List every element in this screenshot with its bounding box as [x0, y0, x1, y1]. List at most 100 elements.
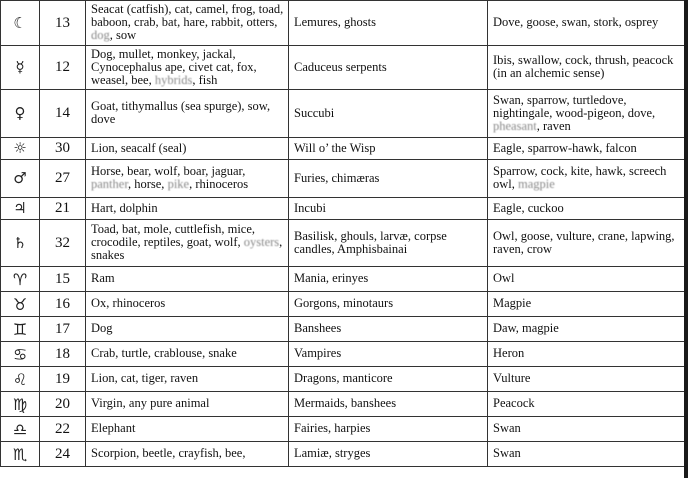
animals-text: Crab, turtle, crablouse, snake: [91, 346, 237, 360]
birds-text: Owl, goose, vulture, crane, lapwing, rav…: [493, 228, 675, 256]
animals-text: Elephant: [91, 421, 136, 435]
symbol-cell: ☾: [0, 0, 40, 46]
birds-text: Magpie: [493, 296, 532, 310]
table-row: ☿ 12 Dog, mullet, monkey, jackal, Cynoceph…: [0, 45, 685, 90]
beings-cell: Mania, erinyes: [288, 266, 488, 292]
birds-text: Heron: [493, 346, 525, 360]
table-row: ♀ 14 Goat, tithymallus (sea spurge), sow, …: [0, 89, 685, 138]
symbol-cell: ♊: [0, 316, 40, 342]
beings-cell: Furies, chimæras: [288, 159, 488, 198]
birds-cell: Eagle, sparrow-hawk, falcon: [487, 137, 685, 160]
beings-cell: Mermaids, banshees: [288, 391, 488, 417]
birds-text: Swan: [493, 446, 521, 460]
beings-cell: Caduceus serpents: [288, 45, 488, 90]
birds-text: Owl: [493, 271, 515, 285]
animals-cell: Ram: [85, 266, 289, 292]
birds-cell: Eagle, cuckoo: [487, 197, 685, 220]
faded-text: dog: [91, 28, 110, 42]
birds-cell: Daw, magpie: [487, 316, 685, 342]
table-row: ♏ 24 Scorpion, beetle, crayfish, bee, Lamiæ…: [0, 441, 685, 467]
beings-cell: Succubi: [288, 89, 488, 138]
birds-cell: Ibis, swallow, cock, thrush, peacock (in…: [487, 45, 685, 90]
animals-text: , horse,: [127, 177, 168, 191]
animals-text: , fish: [192, 72, 218, 87]
number-cell: 16: [39, 291, 86, 317]
animals-cell: Seacat (catfish), cat, camel, frog, toad…: [85, 0, 289, 46]
symbol-cell: ♂: [0, 159, 40, 198]
animals-text: , rhinoceros: [189, 177, 249, 191]
number-cell: 15: [39, 266, 86, 292]
table-row: ♎ 22 Elephant Fairies, harpies Swan: [0, 416, 685, 442]
number-cell: 19: [39, 366, 86, 392]
birds-text: Sparrow, cock, kite, hawk, screech owl,: [493, 164, 667, 191]
beings-cell: Fairies, harpies: [288, 416, 488, 442]
birds-text: Swan: [493, 421, 521, 435]
table-row: ♄ 32 Toad, bat, mole, cuttlefish, mice, cr…: [0, 219, 685, 267]
table-row: ♃ 21 Hart, dolphin Incubi Eagle, cuckoo: [0, 197, 685, 220]
number-cell: 30: [39, 137, 86, 160]
beings-cell: Lamiæ, stryges: [288, 441, 488, 467]
animals-cell: Horse, bear, wolf, boar, jaguar, panther…: [85, 159, 289, 198]
number-cell: 22: [39, 416, 86, 442]
animals-cell: Dog: [85, 316, 289, 342]
birds-text: Vulture: [493, 371, 531, 385]
birds-cell: Swan, sparrow, turtledove, nightingale, …: [487, 89, 685, 138]
beings-cell: Gorgons, minotaurs: [288, 291, 488, 317]
animals-text: Hart, dolphin: [91, 200, 158, 215]
birds-cell: Owl, goose, vulture, crane, lapwing, rav…: [487, 219, 685, 267]
table-row: ♊ 17 Dog Banshees Daw, magpie: [0, 316, 685, 342]
animals-text: Dog: [91, 321, 113, 335]
faded-text: pheasant: [493, 118, 537, 133]
symbol-cell: ♎: [0, 416, 40, 442]
faded-text: panther: [91, 177, 128, 191]
animals-text: Lion, cat, tiger, raven: [91, 371, 199, 385]
number-cell: 14: [39, 89, 86, 138]
beings-cell: Incubi: [288, 197, 488, 220]
animals-text: Seacat (catfish), cat, camel, frog, toad…: [91, 2, 284, 29]
beings-cell: Vampires: [288, 341, 488, 367]
number-cell: 24: [39, 441, 86, 467]
faded-text: pike: [167, 177, 190, 191]
animals-text: Virgin, any pure animal: [91, 396, 210, 410]
symbol-cell: ♋: [0, 341, 40, 367]
symbol-cell: ♍: [0, 391, 40, 417]
animals-cell: Crab, turtle, crablouse, snake: [85, 341, 289, 367]
number-cell: 20: [39, 391, 86, 417]
animals-cell: Dog, mullet, monkey, jackal, Cynocephalu…: [85, 45, 289, 90]
symbol-cell: ♀: [0, 89, 40, 138]
birds-cell: Magpie: [487, 291, 685, 317]
beings-cell: Banshees: [288, 316, 488, 342]
animals-text: , snakes: [91, 235, 283, 262]
beings-cell: Dragons, manticore: [288, 366, 488, 392]
animals-text: Dog, mullet, monkey, jackal, Cynocephalu…: [91, 46, 257, 87]
symbol-cell: ♌: [0, 366, 40, 392]
birds-text: Ibis, swallow, cock, thrush, peacock (in…: [493, 53, 674, 80]
correspondence-table: ☾ 13 Seacat (catfish), cat, camel, frog, t…: [0, 0, 685, 467]
faded-text: oysters: [243, 235, 280, 249]
birds-cell: Dove, goose, swan, stork, osprey: [487, 0, 685, 46]
number-cell: 27: [39, 159, 86, 198]
animals-text: Horse, bear, wolf, boar, jaguar,: [91, 164, 246, 178]
beings-cell: Will o’ the Wisp: [288, 137, 488, 160]
birds-text: Eagle, sparrow-hawk, falcon: [493, 140, 637, 155]
table-row: ♋ 18 Crab, turtle, crablouse, snake Vampire…: [0, 341, 685, 367]
birds-text: Daw, magpie: [493, 321, 559, 335]
birds-cell: Swan: [487, 441, 685, 467]
symbol-cell: ☿: [0, 45, 40, 90]
animals-text: Scorpion, beetle, crayfish, bee,: [91, 446, 246, 460]
birds-text: , raven: [536, 118, 571, 133]
birds-text: Eagle, cuckoo: [493, 200, 564, 215]
animals-text: Toad, bat, mole, cuttlefish, mice, croco…: [91, 222, 256, 249]
table-body: ☾ 13 Seacat (catfish), cat, camel, frog, t…: [0, 0, 685, 467]
symbol-cell: ♄: [0, 219, 40, 267]
birds-text: Dove, goose, swan, stork, osprey: [493, 15, 659, 29]
birds-cell: Owl: [487, 266, 685, 292]
table-row: ♈ 15 Ram Mania, erinyes Owl: [0, 266, 685, 292]
animals-text: Lion, seacalf (seal): [91, 140, 187, 155]
animals-cell: Elephant: [85, 416, 289, 442]
symbol-cell: ♉: [0, 291, 40, 317]
table-row: ♉ 16 Ox, rhinoceros Gorgons, minotaurs Magpi…: [0, 291, 685, 317]
symbol-cell: ☼: [0, 137, 40, 160]
animals-cell: Scorpion, beetle, crayfish, bee,: [85, 441, 289, 467]
animals-text: , sow: [109, 28, 137, 42]
